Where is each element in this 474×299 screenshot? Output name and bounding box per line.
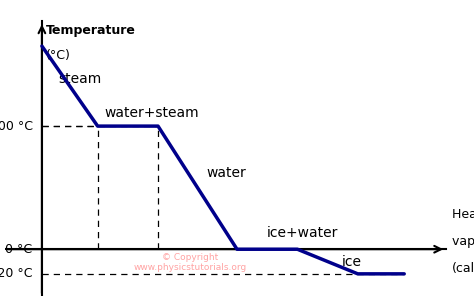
Text: steam: steam	[58, 72, 101, 86]
Text: (°C): (°C)	[46, 48, 71, 62]
Text: water+steam: water+steam	[105, 106, 199, 120]
Text: ice: ice	[341, 254, 362, 269]
Text: Heat water: Heat water	[452, 208, 474, 221]
Text: vapor lost: vapor lost	[452, 235, 474, 248]
Text: © Copyright
www.physicstutorials.org: © Copyright www.physicstutorials.org	[134, 253, 247, 272]
Text: 100 °C: 100 °C	[0, 120, 33, 133]
Text: Temperature: Temperature	[46, 24, 136, 37]
Text: -20 °C: -20 °C	[0, 267, 33, 280]
Text: ice+water: ice+water	[267, 226, 338, 240]
Text: (cal): (cal)	[452, 263, 474, 275]
Text: 0 °C: 0 °C	[6, 243, 33, 256]
Text: water: water	[207, 166, 246, 180]
